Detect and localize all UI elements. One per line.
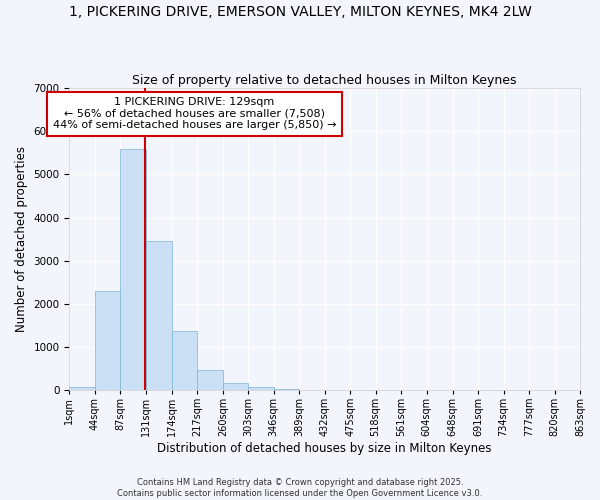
Bar: [121, 150, 146, 390]
Text: Contains HM Land Registry data © Crown copyright and database right 2025.
Contai: Contains HM Land Registry data © Crown c…: [118, 478, 482, 498]
Bar: [95, 291, 121, 390]
X-axis label: Distribution of detached houses by size in Milton Keynes: Distribution of detached houses by size …: [157, 442, 492, 455]
Bar: [146, 241, 172, 390]
Text: 1 PICKERING DRIVE: 129sqm
← 56% of detached houses are smaller (7,508)
44% of se: 1 PICKERING DRIVE: 129sqm ← 56% of detac…: [53, 97, 336, 130]
Title: Size of property relative to detached houses in Milton Keynes: Size of property relative to detached ho…: [133, 74, 517, 87]
Bar: [70, 387, 95, 390]
Y-axis label: Number of detached properties: Number of detached properties: [15, 146, 28, 332]
Bar: [248, 388, 274, 390]
Text: 1, PICKERING DRIVE, EMERSON VALLEY, MILTON KEYNES, MK4 2LW: 1, PICKERING DRIVE, EMERSON VALLEY, MILT…: [68, 5, 532, 19]
Bar: [197, 370, 223, 390]
Bar: [223, 383, 248, 390]
Bar: [172, 331, 197, 390]
Bar: [274, 389, 299, 390]
